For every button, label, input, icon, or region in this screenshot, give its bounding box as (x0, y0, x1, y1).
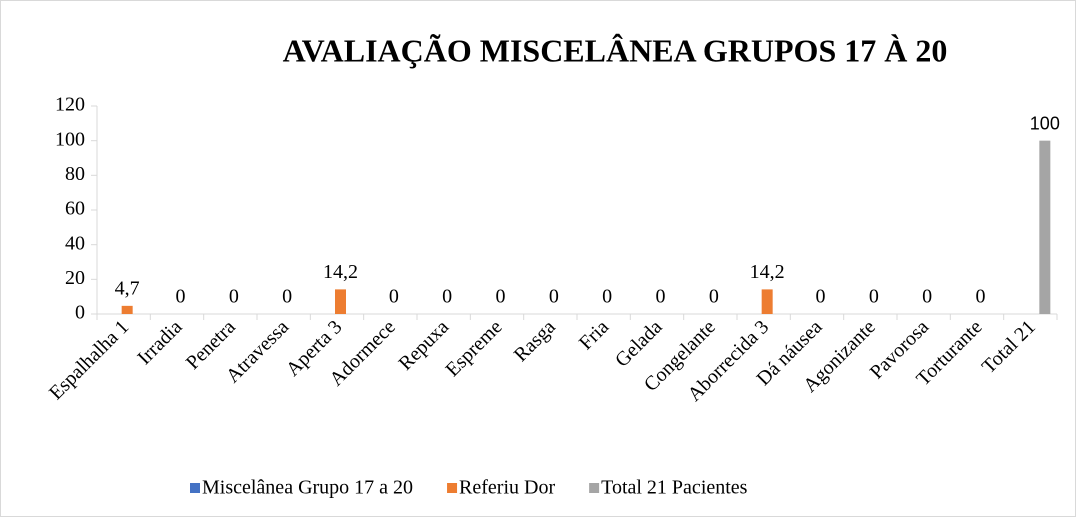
y-tick-label: 80 (65, 163, 85, 185)
data-label: 0 (602, 286, 612, 308)
legend-swatch (589, 483, 600, 493)
data-label: 0 (922, 286, 932, 308)
data-label: 0 (976, 286, 986, 308)
legend-label: Referiu Dor (459, 477, 555, 499)
data-label: 0 (709, 286, 719, 308)
data-label: 14,2 (750, 261, 785, 283)
data-label: 14,2 (323, 261, 358, 283)
data-label: 100 (1030, 113, 1060, 133)
data-label: 0 (282, 286, 292, 308)
legend-label: Miscelânea Grupo 17 a 20 (202, 477, 413, 499)
y-tick-label: 0 (75, 302, 85, 324)
data-label: 0 (442, 286, 452, 308)
y-tick-label: 20 (65, 267, 85, 289)
data-label: 0 (869, 286, 879, 308)
bar (1039, 140, 1051, 314)
bar (335, 289, 346, 314)
y-tick-label: 60 (65, 198, 85, 220)
data-label: 0 (816, 286, 826, 308)
data-label: 0 (229, 286, 239, 308)
bar (121, 305, 133, 314)
chart-title: AVALIAÇÃO MISCELÂNEA GRUPOS 17 À 20 (283, 32, 948, 68)
y-tick-label: 40 (65, 232, 85, 254)
data-label: 0 (656, 286, 666, 308)
data-label: 0 (389, 286, 399, 308)
data-label: 0 (549, 286, 559, 308)
legend-label: Total 21 Pacientes (601, 477, 748, 499)
data-label: 0 (496, 286, 506, 308)
legend-swatch (447, 483, 458, 493)
data-label: 4,7 (115, 277, 140, 299)
data-label: 0 (176, 286, 186, 308)
y-tick-label: 100 (55, 128, 85, 150)
y-tick-label: 120 (55, 94, 85, 116)
bar (761, 289, 773, 314)
legend-swatch (190, 483, 200, 493)
